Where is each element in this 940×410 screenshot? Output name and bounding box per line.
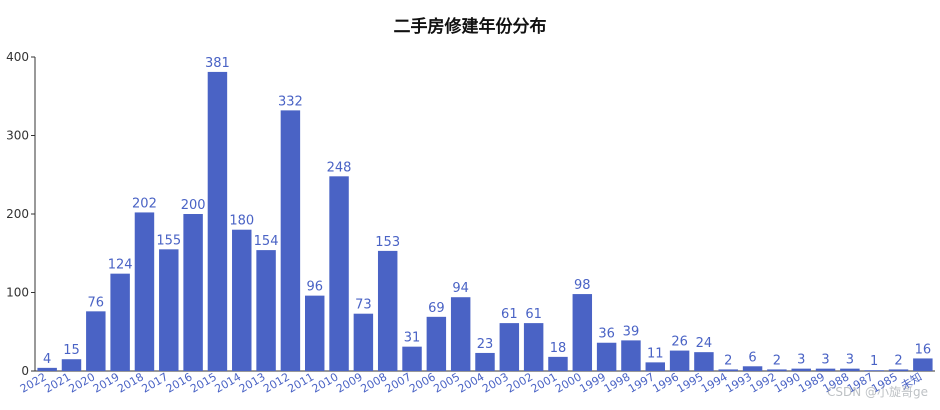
data-label: 36 (598, 327, 615, 342)
bar (207, 71, 228, 371)
data-label: 3 (821, 353, 829, 368)
data-label: 3 (797, 353, 805, 368)
data-label: 39 (623, 324, 640, 339)
data-label: 24 (696, 336, 713, 351)
x-tick-label: 未知 (898, 369, 924, 392)
data-label: 6 (748, 350, 756, 365)
bar (669, 350, 690, 371)
bar (694, 352, 714, 371)
data-label: 2 (724, 353, 732, 368)
y-tick-label: 0 (21, 364, 29, 378)
data-label: 69 (428, 301, 445, 316)
bar (86, 311, 106, 371)
bar (596, 342, 617, 371)
bar (159, 249, 179, 371)
bar (572, 294, 593, 371)
data-label: 153 (375, 235, 400, 250)
bar (621, 340, 641, 371)
bar (913, 358, 933, 371)
data-label: 2 (773, 353, 781, 368)
bar (402, 346, 422, 371)
y-tick-label: 100 (6, 286, 29, 300)
bar (329, 176, 349, 371)
y-tick-label: 300 (6, 129, 29, 143)
y-tick-label: 400 (6, 50, 29, 64)
data-label: 61 (501, 307, 518, 322)
x-tick-label: 1985 (869, 370, 900, 395)
bar (888, 369, 909, 371)
bar (305, 295, 325, 371)
data-label: 1 (870, 354, 878, 369)
bar (742, 366, 763, 371)
bar (791, 368, 811, 371)
data-label: 23 (477, 337, 494, 352)
data-label: 332 (278, 94, 303, 109)
data-label: 2 (894, 353, 902, 368)
data-label: 94 (452, 281, 469, 296)
bar (37, 367, 57, 371)
data-label: 4 (43, 352, 51, 367)
bar (377, 250, 398, 371)
bar (523, 323, 544, 371)
data-label: 16 (915, 342, 932, 357)
bar (864, 370, 884, 371)
data-label: 76 (88, 295, 105, 310)
data-label: 31 (404, 331, 421, 346)
chart-title: 二手房修建年份分布 (393, 17, 547, 37)
data-label: 61 (525, 307, 542, 322)
data-label: 154 (254, 234, 279, 249)
y-tick-label: 200 (6, 207, 29, 221)
data-label: 180 (229, 214, 254, 229)
bar (450, 297, 471, 371)
data-label: 98 (574, 278, 591, 293)
bar (548, 356, 568, 371)
bar (718, 369, 738, 371)
bar (767, 369, 787, 371)
bar (110, 273, 130, 371)
bar (61, 359, 82, 371)
bar (475, 352, 495, 371)
data-label: 124 (108, 258, 133, 273)
data-label: 73 (355, 298, 372, 313)
bar (645, 362, 665, 371)
data-label: 155 (156, 233, 181, 248)
bar (499, 323, 520, 371)
bar (353, 313, 374, 371)
data-label: 202 (132, 196, 157, 211)
bar (256, 250, 276, 371)
data-label: 3 (846, 353, 854, 368)
bar (134, 212, 155, 371)
data-label: 26 (671, 335, 688, 350)
data-label: 18 (550, 341, 567, 356)
data-label: 11 (647, 346, 664, 361)
bar (840, 368, 860, 371)
bar (815, 368, 836, 371)
bar (280, 110, 301, 371)
data-label: 15 (63, 343, 80, 358)
bar (232, 229, 252, 371)
data-label: 381 (205, 56, 230, 71)
data-label: 248 (327, 160, 352, 175)
bar (426, 316, 447, 371)
data-label: 200 (181, 198, 206, 213)
bar (183, 214, 203, 371)
data-label: 96 (306, 280, 323, 295)
